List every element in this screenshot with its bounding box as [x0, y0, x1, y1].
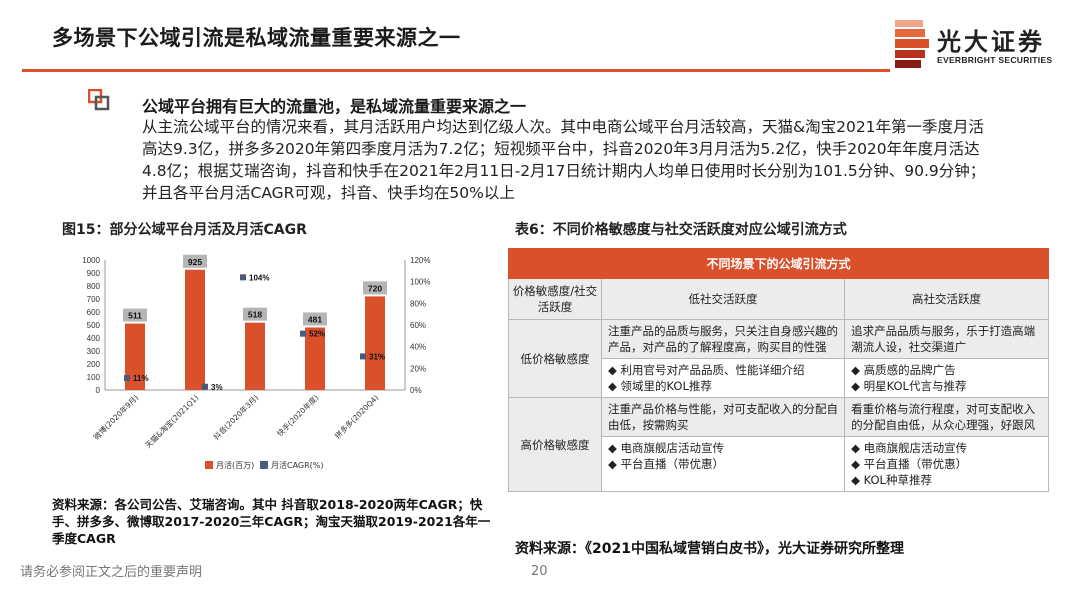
- data-label-box: [363, 281, 387, 295]
- figure-source: 资料来源：各公司公告、艾瑞咨询。其中 抖音取2018-2020两年CAGR；快手…: [52, 497, 491, 546]
- bar-value-label: 518: [248, 310, 262, 320]
- left-tick-label: 800: [87, 282, 101, 291]
- left-tick-label: 100: [87, 373, 101, 382]
- cell-methods: ◆ 利用官号对产品品质、性能详细介绍 ◆ 领域里的KOL推荐: [600, 358, 846, 398]
- table-source: 资料来源：《2021中国私域营销白皮书》，光大证券研究所整理: [515, 541, 904, 557]
- legend-marker-swatch: [260, 461, 268, 469]
- right-tick-label: 100%: [410, 278, 430, 287]
- data-label-box: [183, 254, 207, 268]
- cagr-marker: [300, 330, 306, 337]
- left-tick-label: 700: [87, 295, 101, 304]
- left-tick-label: 0: [96, 386, 101, 395]
- bar-value-label: 720: [368, 283, 382, 293]
- bar: [305, 327, 325, 390]
- cell-desc: 追求产品品质与服务，乐于打造高端潮流人设，社交渠道广: [844, 319, 1049, 359]
- data-label-box: [303, 312, 327, 326]
- cagr-value-label: 52%: [309, 330, 325, 339]
- left-tick-label: 1000: [82, 256, 100, 265]
- data-label-box: [123, 308, 147, 322]
- traffic-method-table: 不同场景下的公域引流方式 价格敏感度/社交活跃度 低社交活跃度 高社交活跃度 低…: [508, 248, 1049, 492]
- category-label: 天猫&淘宝(2021Q1): [143, 392, 201, 450]
- category-label: 抖音(2020年3月): [211, 392, 260, 441]
- bar-value-label: 481: [308, 314, 322, 324]
- row-label-low-price: 低价格敏感度: [508, 319, 602, 398]
- everbright-logo: 光大证券 EVERBRIGHT SECURITIES: [893, 18, 1068, 70]
- figure-title: 图15：部分公域平台月活及月活CAGR: [62, 222, 307, 238]
- table-banner: 不同场景下的公域引流方式: [508, 248, 1049, 279]
- left-tick-label: 900: [87, 269, 101, 278]
- legend-marker-label: 月活CAGR(%): [271, 460, 324, 470]
- left-tick-label: 400: [87, 334, 101, 343]
- title-divider: [22, 69, 890, 72]
- logo-mark-icon: [895, 20, 929, 68]
- bar: [365, 296, 385, 390]
- col-header-low-social: 低社交活跃度: [600, 278, 846, 320]
- cell-methods: ◆ 电商旗舰店活动宣传 ◆ 平台直播（带优惠）: [600, 436, 846, 492]
- row-label-high-price: 高价格敏感度: [508, 397, 602, 492]
- right-tick-label: 80%: [410, 299, 426, 308]
- right-tick-label: 0%: [410, 386, 422, 395]
- bar-value-label: 511: [128, 311, 142, 321]
- right-tick-label: 120%: [410, 256, 430, 265]
- bar: [125, 323, 145, 390]
- summary-heading: 公域平台拥有巨大的流量池，是私域流量重要来源之一: [142, 97, 527, 116]
- legend-bar-label: 月活(百万): [216, 460, 254, 470]
- table-title: 表6：不同价格敏感度与社交活跃度对应公域引流方式: [515, 222, 847, 238]
- right-tick-label: 20%: [410, 364, 426, 373]
- cell-desc: 看重价格与流行程度，对可支配收入的分配自由低，从众心理强，好跟风: [844, 397, 1049, 437]
- cagr-value-label: 11%: [133, 374, 149, 383]
- page-number: 20: [531, 564, 548, 579]
- left-tick-label: 600: [87, 308, 101, 317]
- cagr-value-label: 31%: [369, 352, 385, 361]
- cagr-value-label: 3%: [211, 383, 223, 392]
- summary-body: 从主流公域平台的情况来看，其月活跃用户均达到亿级人次。其中电商公域平台月活较高，…: [142, 118, 986, 202]
- left-tick-label: 500: [87, 321, 101, 330]
- cell-methods: ◆ 电商旗舰店活动宣传 ◆ 平台直播（带优惠） ◆ KOL种草推荐: [844, 436, 1049, 492]
- bar-value-label: 925: [188, 257, 202, 267]
- cagr-value-label: 104%: [249, 273, 269, 282]
- page-title: 多场景下公域引流是私域流量重要来源之一: [52, 26, 461, 50]
- category-label: 拼多多(2020Q4): [332, 392, 380, 440]
- cell-desc: 注重产品价格与性能，对可支配收入的分配自由低，按需购买: [600, 397, 846, 437]
- bar: [185, 269, 205, 390]
- bullet-square-icon: [88, 89, 110, 111]
- right-tick-label: 40%: [410, 343, 426, 352]
- left-tick-label: 200: [87, 360, 101, 369]
- cell-methods: ◆ 高质感的品牌广告 ◆ 明星KOL代言与推荐: [844, 358, 1049, 398]
- cagr-marker: [360, 353, 366, 360]
- cagr-marker: [202, 383, 208, 390]
- category-label: 微博(2020年9月): [91, 392, 140, 441]
- table-corner-header: 价格敏感度/社交活跃度: [508, 278, 602, 320]
- cagr-marker: [124, 375, 130, 382]
- legend-bar-swatch: [205, 461, 213, 469]
- left-tick-label: 300: [87, 347, 101, 356]
- data-label-box: [243, 307, 267, 321]
- right-tick-label: 60%: [410, 321, 426, 330]
- mau-cagr-chart: 0 100 200 300 400 500 600 700 800 900 1000 0% 20% 40%…: [82, 254, 430, 470]
- bar: [245, 322, 265, 390]
- category-label: 快手(2020年度): [274, 392, 320, 438]
- col-header-high-social: 高社交活跃度: [844, 278, 1049, 320]
- logo-english-name: EVERBRIGHT SECURITIES: [937, 55, 1053, 65]
- logo-name: 光大证券: [937, 28, 1045, 56]
- cagr-marker: [240, 274, 246, 281]
- disclaimer-note: 请务必参阅正文之后的重要声明: [20, 565, 203, 580]
- cell-desc: 注重产品的品质与服务，只关注自身感兴趣的产品，对产品的了解程度高，购买目的性强: [600, 319, 846, 359]
